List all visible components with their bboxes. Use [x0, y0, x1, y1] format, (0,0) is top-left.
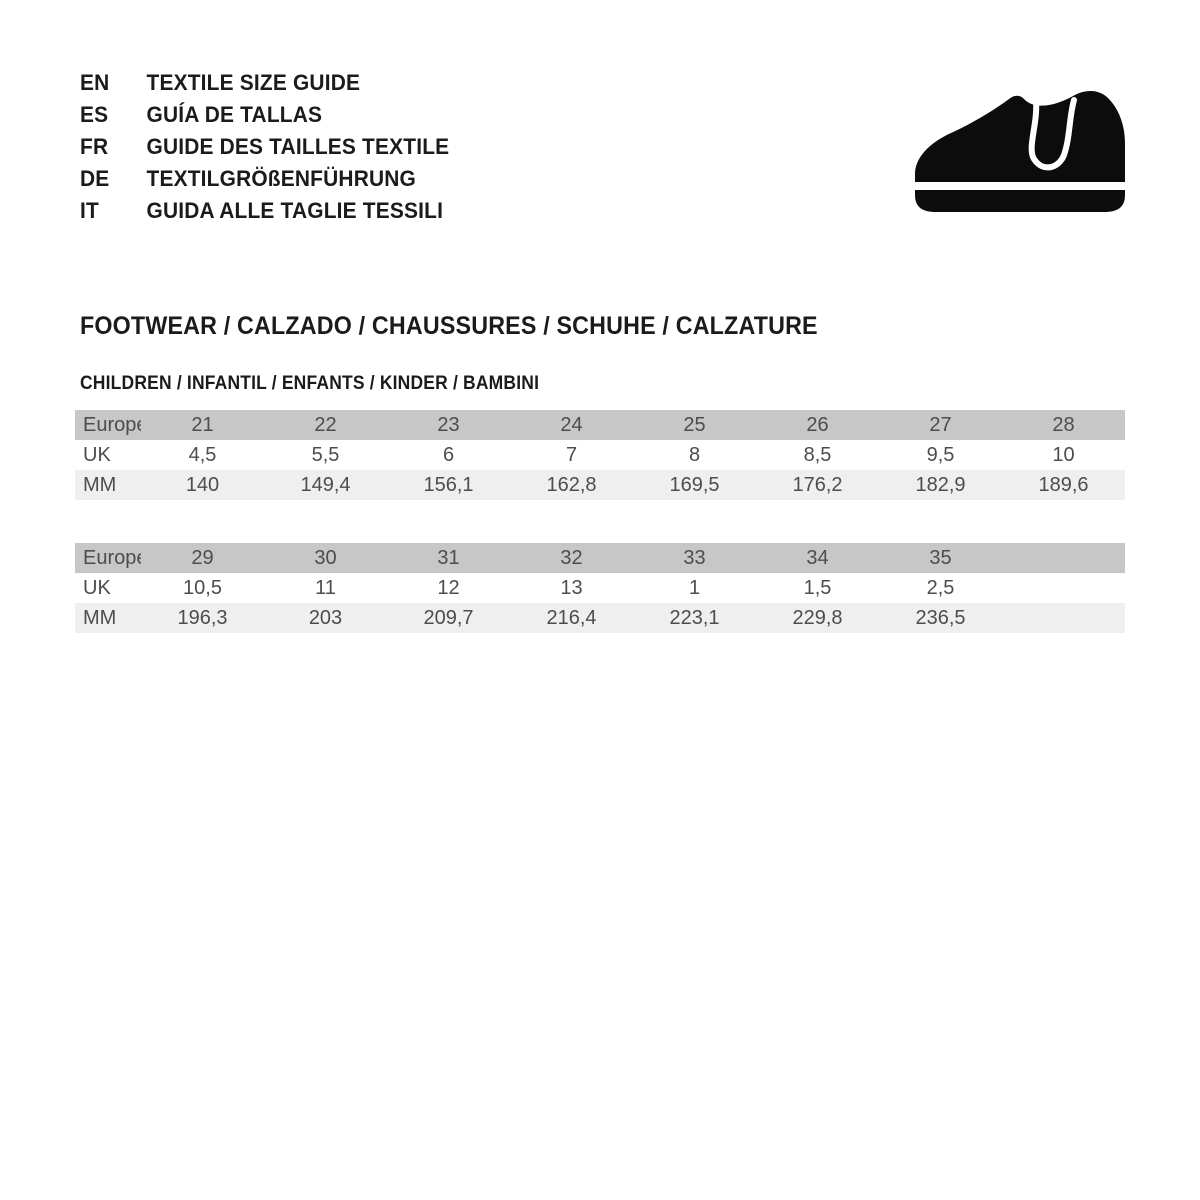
size-cell: 1,5 [803, 576, 832, 599]
size-cell: 32 [560, 546, 583, 569]
size-cell [1002, 543, 1125, 573]
size-cell: 29 [191, 546, 214, 569]
table-row-uk: UK 10,5 11 12 13 1 1,5 2,5 [75, 573, 1125, 603]
size-cell: 196,3 [177, 606, 228, 629]
size-cell: 25 [683, 413, 706, 436]
size-cell: 24 [560, 413, 583, 436]
table-row-uk: UK 4,5 5,5 6 7 8 8,5 9,5 10 [75, 440, 1125, 470]
row-label: UK [83, 443, 111, 466]
size-cell: 216,4 [546, 606, 597, 629]
language-title: GUIDE DES TAILLES TEXTILE [146, 134, 450, 159]
size-cell: 156,1 [423, 473, 474, 496]
size-cell: 30 [314, 546, 337, 569]
size-cell: 26 [806, 413, 829, 436]
size-cell: 23 [437, 413, 460, 436]
table-row-mm: MM 196,3 203 209,7 216,4 223,1 229,8 236… [75, 603, 1125, 633]
row-label: MM [83, 606, 117, 629]
size-cell: 182,9 [915, 473, 966, 496]
language-row-fr: FR GUIDE DES TAILLES TEXTILE [80, 131, 449, 163]
size-cell: 10,5 [183, 576, 222, 599]
size-cell: 176,2 [792, 473, 843, 496]
row-label: Europe [83, 546, 141, 569]
section-subtitle: CHILDREN / INFANTIL / ENFANTS / KINDER /… [80, 373, 540, 394]
table-row-mm: MM 140 149,4 156,1 162,8 169,5 176,2 182… [75, 470, 1125, 500]
language-row-it: IT GUIDA ALLE TAGLIE TESSILI [80, 195, 449, 227]
size-cell: 10 [1052, 443, 1075, 466]
size-cell: 5,5 [311, 443, 340, 466]
table-row-europe: Europe 29 30 31 32 33 34 35 [75, 543, 1125, 573]
size-cell: 209,7 [423, 606, 474, 629]
size-cell: 8 [688, 443, 701, 466]
size-cell: 223,1 [669, 606, 720, 629]
size-cell: 27 [929, 413, 952, 436]
size-cell: 35 [929, 546, 952, 569]
language-legend: EN TEXTILE SIZE GUIDE ES GUÍA DE TALLAS … [80, 67, 449, 227]
size-cell: 229,8 [792, 606, 843, 629]
size-cell: 7 [565, 443, 578, 466]
size-cell: 236,5 [915, 606, 966, 629]
size-cell: 140 [185, 473, 220, 496]
size-cell: 8,5 [803, 443, 832, 466]
language-row-es: ES GUÍA DE TALLAS [80, 99, 449, 131]
language-row-en: EN TEXTILE SIZE GUIDE [80, 67, 449, 99]
size-cell: 6 [442, 443, 455, 466]
size-cell: 34 [806, 546, 829, 569]
language-code: IT [80, 198, 99, 223]
language-title: TEXTILGRÖßENFÜHRUNG [146, 166, 417, 191]
size-cell: 2,5 [926, 576, 955, 599]
row-label: Europe [83, 413, 141, 436]
size-cell: 1 [688, 576, 701, 599]
language-row-de: DE TEXTILGRÖßENFÜHRUNG [80, 163, 449, 195]
size-cell: 169,5 [669, 473, 720, 496]
language-code: FR [80, 134, 109, 159]
size-table-29-35: Europe 29 30 31 32 33 34 35 UK 10,5 11 1… [75, 543, 1125, 633]
size-cell [1002, 603, 1125, 633]
size-cell: 189,6 [1038, 473, 1089, 496]
size-cell: 31 [437, 546, 460, 569]
section-title: FOOTWEAR / CALZADO / CHAUSSURES / SCHUHE… [80, 312, 818, 340]
language-title: GUÍA DE TALLAS [146, 102, 323, 127]
size-cell: 12 [437, 576, 460, 599]
size-cell: 33 [683, 546, 706, 569]
language-code: DE [80, 166, 110, 191]
language-code: EN [80, 70, 110, 95]
size-cell: 203 [308, 606, 343, 629]
language-code: ES [80, 102, 109, 127]
size-cell: 149,4 [300, 473, 351, 496]
size-cell: 4,5 [188, 443, 217, 466]
baby-shoe-icon [913, 86, 1127, 212]
size-table-21-28: Europe 21 22 23 24 25 26 27 28 UK 4,5 5,… [75, 410, 1125, 500]
row-label: UK [83, 576, 111, 599]
size-cell: 9,5 [926, 443, 955, 466]
size-cell: 21 [191, 413, 214, 436]
size-cell: 22 [314, 413, 337, 436]
size-cell: 13 [560, 576, 583, 599]
size-cell: 162,8 [546, 473, 597, 496]
row-label: MM [83, 473, 117, 496]
table-row-europe: Europe 21 22 23 24 25 26 27 28 [75, 410, 1125, 440]
size-cell: 11 [315, 576, 336, 599]
size-cell: 28 [1052, 413, 1075, 436]
language-title: TEXTILE SIZE GUIDE [146, 70, 361, 95]
language-title: GUIDA ALLE TAGLIE TESSILI [146, 198, 444, 223]
size-cell [1002, 573, 1125, 603]
